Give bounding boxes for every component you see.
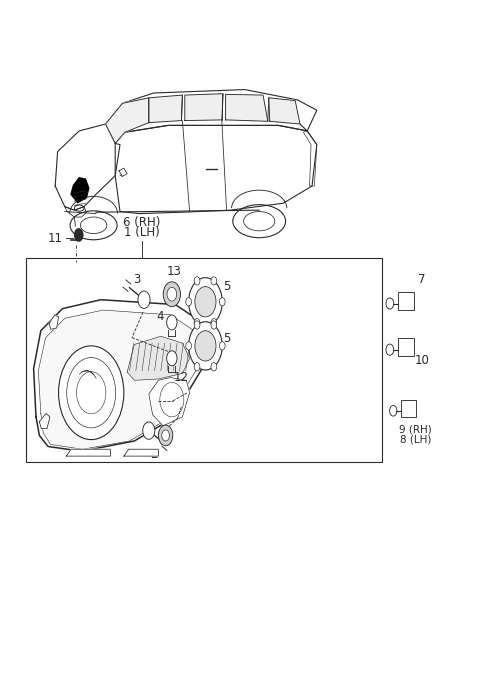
Circle shape bbox=[219, 298, 225, 306]
Circle shape bbox=[211, 277, 217, 285]
Polygon shape bbox=[127, 336, 190, 380]
Circle shape bbox=[194, 277, 200, 285]
Text: 2: 2 bbox=[150, 449, 157, 461]
Text: 5: 5 bbox=[223, 333, 231, 345]
Circle shape bbox=[74, 228, 84, 242]
Polygon shape bbox=[185, 94, 223, 121]
Circle shape bbox=[143, 422, 155, 440]
Circle shape bbox=[211, 318, 217, 327]
Circle shape bbox=[186, 342, 192, 350]
Text: 9 (RH): 9 (RH) bbox=[399, 425, 432, 435]
Circle shape bbox=[162, 430, 169, 441]
Circle shape bbox=[194, 321, 200, 329]
Circle shape bbox=[194, 318, 200, 327]
Polygon shape bbox=[303, 131, 317, 186]
Polygon shape bbox=[115, 125, 317, 214]
FancyBboxPatch shape bbox=[398, 338, 414, 356]
FancyBboxPatch shape bbox=[398, 291, 414, 310]
Polygon shape bbox=[49, 315, 59, 329]
Polygon shape bbox=[226, 94, 268, 121]
Text: 12: 12 bbox=[174, 371, 189, 384]
Polygon shape bbox=[149, 95, 182, 123]
Text: 10: 10 bbox=[415, 354, 430, 367]
Bar bbox=[26, 258, 382, 462]
Text: 3: 3 bbox=[133, 273, 141, 285]
Circle shape bbox=[194, 362, 200, 371]
Circle shape bbox=[167, 315, 177, 330]
Text: 13: 13 bbox=[167, 265, 181, 278]
Circle shape bbox=[211, 321, 217, 329]
Circle shape bbox=[189, 322, 222, 370]
Polygon shape bbox=[106, 90, 317, 143]
Polygon shape bbox=[124, 449, 158, 456]
Circle shape bbox=[219, 342, 225, 350]
Text: 5: 5 bbox=[223, 280, 231, 293]
Polygon shape bbox=[71, 178, 89, 203]
Text: 6 (RH): 6 (RH) bbox=[123, 216, 160, 229]
Polygon shape bbox=[66, 449, 110, 456]
Circle shape bbox=[211, 362, 217, 371]
Text: 4: 4 bbox=[156, 311, 164, 323]
Text: 7: 7 bbox=[418, 274, 425, 286]
Circle shape bbox=[138, 291, 150, 309]
Circle shape bbox=[163, 282, 180, 307]
Circle shape bbox=[59, 346, 124, 440]
Circle shape bbox=[195, 331, 216, 361]
Circle shape bbox=[189, 278, 222, 326]
Polygon shape bbox=[119, 168, 127, 176]
Circle shape bbox=[186, 298, 192, 306]
Polygon shape bbox=[65, 207, 86, 217]
Circle shape bbox=[195, 287, 216, 317]
Polygon shape bbox=[38, 310, 199, 449]
Text: 11: 11 bbox=[48, 232, 63, 245]
FancyBboxPatch shape bbox=[401, 400, 416, 418]
Circle shape bbox=[167, 287, 177, 301]
Text: 8 (LH): 8 (LH) bbox=[399, 435, 431, 444]
Polygon shape bbox=[106, 98, 149, 143]
Polygon shape bbox=[34, 300, 206, 451]
Circle shape bbox=[167, 351, 177, 366]
Text: 1 (LH): 1 (LH) bbox=[124, 226, 159, 239]
Polygon shape bbox=[55, 124, 120, 210]
Polygon shape bbox=[269, 98, 300, 124]
Polygon shape bbox=[39, 413, 50, 429]
Circle shape bbox=[158, 425, 173, 446]
Polygon shape bbox=[149, 378, 190, 426]
